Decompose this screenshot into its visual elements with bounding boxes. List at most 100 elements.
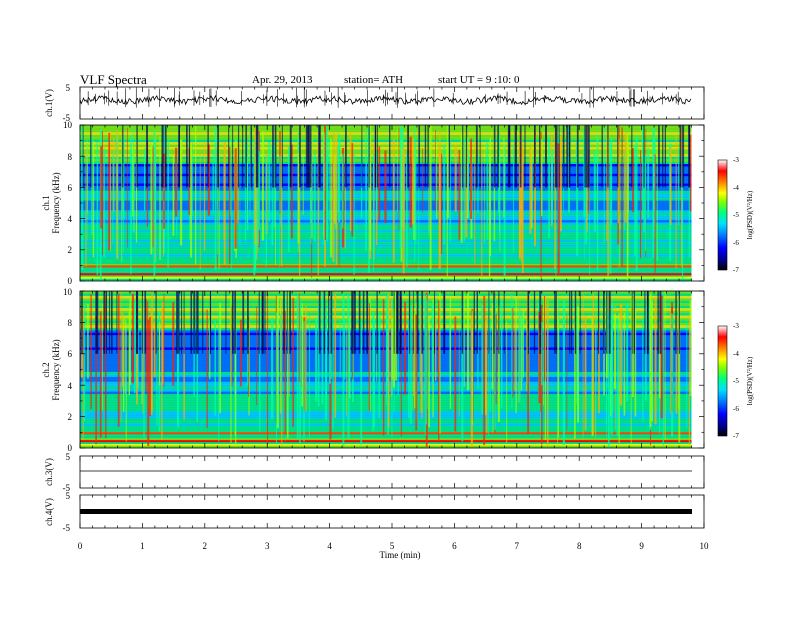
spec-gap xyxy=(554,291,556,354)
spec-gap xyxy=(242,125,244,188)
spec-band xyxy=(80,246,692,250)
ch2-freq-tick: 4 xyxy=(68,381,73,391)
spec-gap xyxy=(608,291,611,354)
spec-burst xyxy=(231,132,233,270)
spec-gap xyxy=(274,125,277,188)
spec-burst xyxy=(678,299,681,443)
spec-gap xyxy=(188,125,191,188)
spec-burst xyxy=(500,299,503,409)
spec-gap xyxy=(418,125,421,188)
spec-gap xyxy=(508,125,511,188)
ch1-freq-tick: 2 xyxy=(68,245,73,255)
spec-band xyxy=(80,144,692,148)
spec-gap xyxy=(330,291,333,354)
spec-band xyxy=(80,261,692,265)
spec-band xyxy=(80,403,692,407)
spec-band xyxy=(80,394,692,397)
spec-band xyxy=(80,362,692,365)
spec-burst xyxy=(135,140,138,243)
spec-burst xyxy=(301,307,304,407)
spec-gap xyxy=(231,291,234,354)
spec-burst xyxy=(483,295,486,446)
ch2-colorbar-label: log(PSD)(V²/Hz) xyxy=(746,356,754,405)
spec-burst xyxy=(291,144,293,239)
spec-band xyxy=(80,401,692,405)
spec-gap xyxy=(177,291,180,354)
ch2-channel-label: ch.2 xyxy=(41,362,51,377)
spec-gap xyxy=(416,291,419,354)
spec-band xyxy=(80,411,692,414)
spec-burst xyxy=(686,320,688,429)
spec-burst xyxy=(611,302,614,413)
spec-gap xyxy=(631,125,633,188)
spec-burst xyxy=(609,142,612,274)
spec-burst xyxy=(394,291,398,381)
spec-gap xyxy=(209,291,211,354)
spec-burst xyxy=(339,321,341,378)
spec-burst xyxy=(353,149,355,275)
spec-band xyxy=(80,335,692,338)
spec-gap xyxy=(190,291,193,354)
ch2-colorbar xyxy=(717,325,728,437)
spec-burst xyxy=(152,146,155,248)
ch4-voltage-label: ch.4(V) xyxy=(44,498,54,526)
spec-burst xyxy=(543,295,546,380)
spec-burst xyxy=(284,311,286,435)
spec-gap xyxy=(258,291,260,354)
spec-burst xyxy=(503,144,506,277)
spec-burst xyxy=(92,140,95,258)
cb1-tick: -3 xyxy=(733,156,739,164)
spec-gap xyxy=(576,125,579,188)
spec-gap xyxy=(234,291,237,354)
spec-band xyxy=(80,303,692,307)
spec-burst xyxy=(529,146,532,234)
spec-burst xyxy=(299,299,301,444)
ch1-freq-tick: 0 xyxy=(68,276,73,286)
spec-burst xyxy=(268,141,271,223)
spec-burst xyxy=(449,297,452,409)
spec-band xyxy=(80,406,692,410)
spec-burst xyxy=(325,126,328,240)
ch1-freq-tick: 8 xyxy=(68,152,73,162)
spec-burst xyxy=(522,309,524,378)
spec-burst xyxy=(133,127,134,220)
spec-gap xyxy=(307,125,310,188)
spec-burst xyxy=(155,140,156,225)
spec-burst xyxy=(497,306,500,422)
spec-gap xyxy=(554,125,557,188)
spec-burst xyxy=(489,320,491,412)
spec-gap xyxy=(196,291,199,354)
spec-burst xyxy=(607,127,609,277)
spec-burst xyxy=(613,313,616,389)
spec-burst xyxy=(280,314,282,382)
spec-band xyxy=(80,389,692,392)
spec-burst xyxy=(196,313,199,422)
spec-band xyxy=(80,132,692,136)
spec-burst xyxy=(471,310,473,425)
spec-burst xyxy=(124,318,126,395)
spec-burst xyxy=(518,307,521,402)
spec-burst xyxy=(234,148,237,249)
figure-title: VLF Spectra xyxy=(80,72,147,87)
spec-burst xyxy=(83,304,86,421)
spec-burst xyxy=(470,315,473,447)
spec-burst xyxy=(163,293,165,387)
spec-burst xyxy=(133,150,135,233)
spec-gap xyxy=(643,125,645,188)
x-tick: 6 xyxy=(452,541,457,551)
spec-gap xyxy=(103,291,106,354)
spec-gap xyxy=(255,125,258,188)
spec-gap xyxy=(566,125,569,188)
spec-gap xyxy=(202,291,204,354)
spec-gap xyxy=(397,291,399,354)
spec-band xyxy=(80,234,692,238)
spec-gap xyxy=(377,125,378,188)
spec-burst xyxy=(332,317,334,430)
spec-burst xyxy=(618,312,620,444)
spec-burst xyxy=(158,322,161,386)
ch2-colorbar-ticks: -3 -4 -5 -6 -7 xyxy=(733,322,739,440)
spec-burst xyxy=(275,142,277,266)
spec-gap xyxy=(503,291,505,354)
spec-burst xyxy=(662,293,664,446)
spec-burst xyxy=(519,145,521,260)
